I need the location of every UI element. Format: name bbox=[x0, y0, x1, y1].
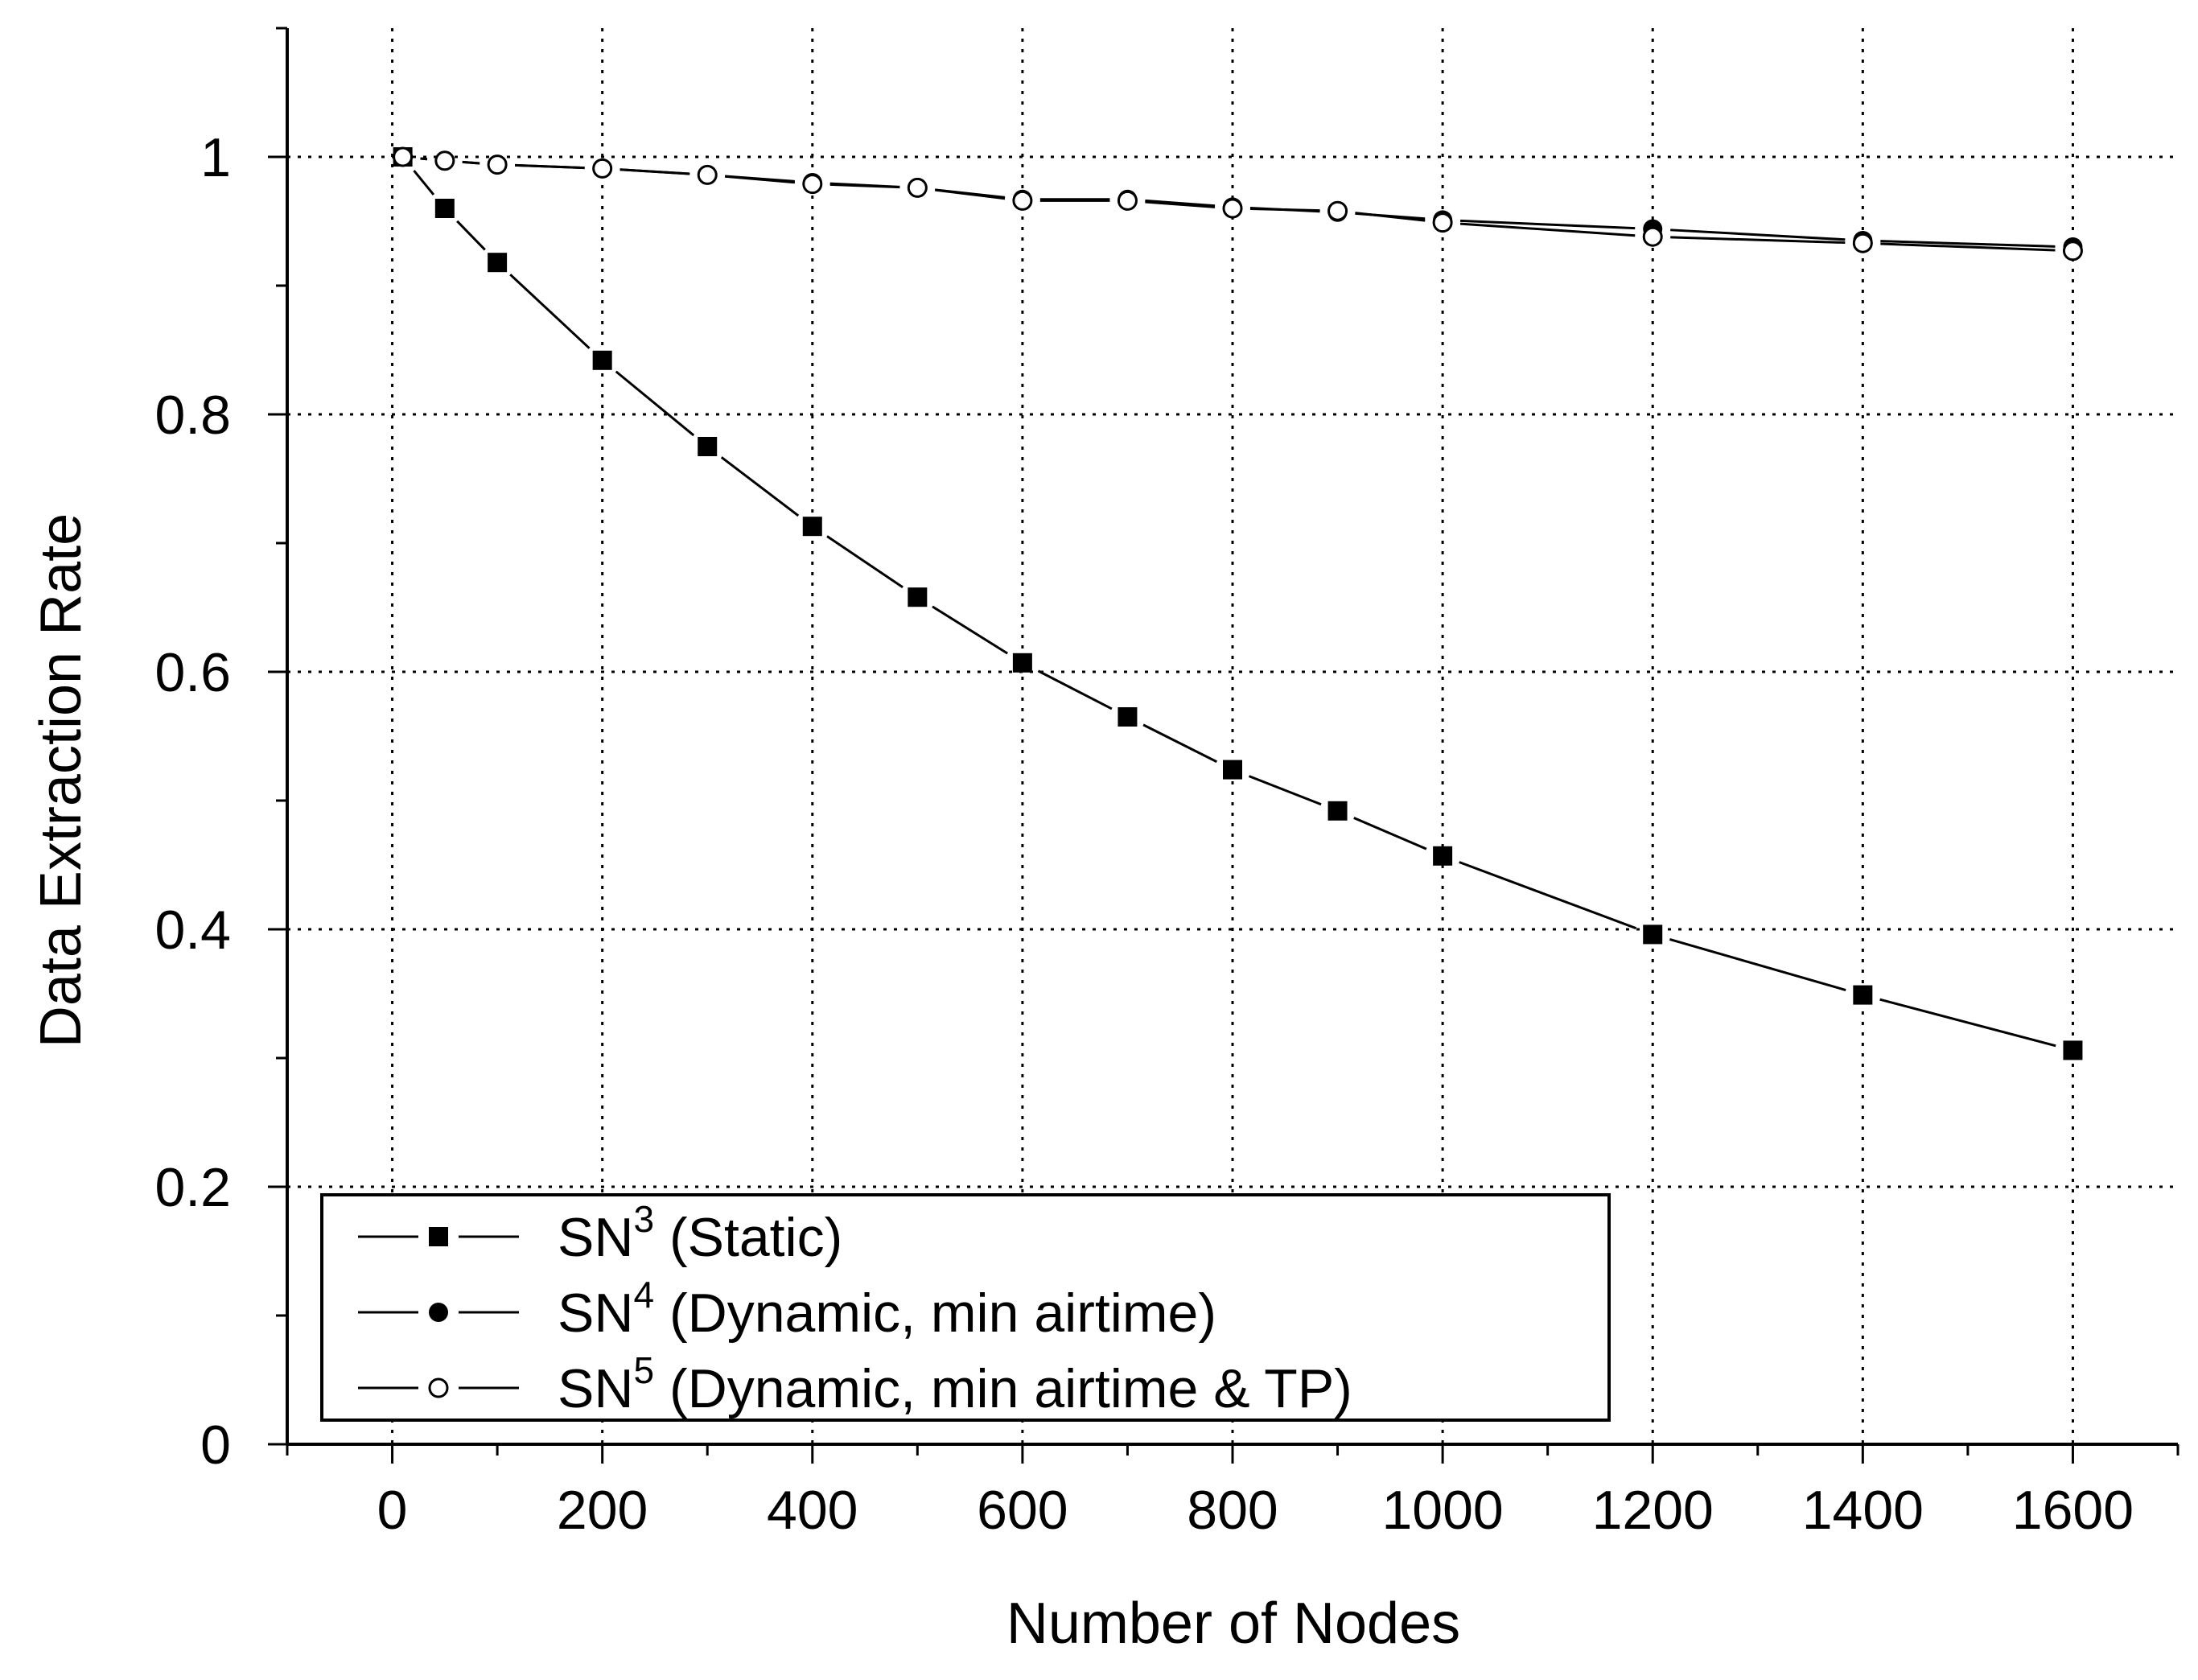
series-line-segment bbox=[725, 175, 795, 184]
y-tick-label: 0.4 bbox=[154, 900, 231, 961]
series-line-segment bbox=[1669, 938, 1846, 991]
series-line-segment bbox=[1037, 669, 1113, 710]
legend-marker bbox=[429, 1227, 448, 1246]
legend-marker bbox=[428, 1377, 449, 1398]
series-line-segment bbox=[456, 220, 486, 251]
x-tick-label: 1000 bbox=[1381, 1480, 1503, 1541]
data-point bbox=[1222, 198, 1243, 219]
series-line-segment bbox=[1880, 242, 2056, 252]
data-point bbox=[592, 158, 613, 179]
data-point bbox=[434, 199, 455, 218]
series-line-segment bbox=[1670, 236, 1846, 245]
axes bbox=[268, 27, 2179, 1464]
x-tick-label: 400 bbox=[767, 1480, 858, 1541]
series-1 bbox=[393, 147, 2083, 1060]
series-line-segment bbox=[932, 605, 1009, 655]
data-point bbox=[1643, 924, 1663, 945]
series-line-segment bbox=[515, 163, 585, 170]
series-line-segment bbox=[619, 168, 690, 175]
data-point bbox=[802, 174, 823, 195]
data-point bbox=[1117, 190, 1138, 211]
legend: SN3 (Static)SN4 (Dynamic, min airtime)SN… bbox=[320, 1193, 1611, 1422]
legend-label: SN5 (Dynamic, min airtime & TP) bbox=[558, 1349, 1352, 1419]
x-tick-label: 1400 bbox=[1802, 1480, 1924, 1541]
series-line-segment bbox=[1145, 199, 1216, 208]
data-point bbox=[1852, 233, 1873, 253]
data-point bbox=[1642, 226, 1663, 247]
series-line-segment bbox=[1879, 998, 2056, 1048]
series-line-segment bbox=[1249, 208, 1320, 212]
data-point bbox=[802, 517, 822, 537]
series-line-segment bbox=[1460, 219, 1636, 230]
legend-item-2: SN4 (Dynamic, min airtime) bbox=[358, 1274, 1216, 1344]
data-point bbox=[1012, 653, 1032, 673]
x-tick-label: 200 bbox=[557, 1480, 648, 1541]
data-point bbox=[487, 154, 508, 175]
legend-item-1: SN3 (Static) bbox=[358, 1198, 842, 1268]
data-point bbox=[2062, 241, 2083, 261]
series-line-segment bbox=[934, 188, 1006, 200]
series-line-segment bbox=[1459, 222, 1636, 237]
data-point bbox=[907, 177, 928, 198]
series-line-segment bbox=[1145, 200, 1216, 208]
data-point bbox=[393, 146, 414, 167]
data-point bbox=[1433, 846, 1453, 866]
data-point bbox=[1853, 985, 1873, 1005]
data-point bbox=[1012, 190, 1033, 211]
series-line-segment bbox=[1353, 817, 1427, 850]
tick-labels: 0 200 400 600 800 1000 1200 1400 1600 0 0.2 0.4 0.6 0… bbox=[154, 127, 2134, 1541]
series-line-segment bbox=[1880, 240, 2056, 248]
series-line-segment bbox=[615, 370, 695, 437]
legend-box bbox=[320, 1193, 1611, 1422]
legend-item-3: SN5 (Dynamic, min airtime & TP) bbox=[358, 1349, 1352, 1419]
legend-label: SN4 (Dynamic, min airtime) bbox=[558, 1274, 1216, 1344]
series-line-segment bbox=[462, 160, 480, 165]
data-point bbox=[1223, 760, 1242, 780]
x-tick-label: 1600 bbox=[2012, 1480, 2134, 1541]
data-point bbox=[1327, 801, 1348, 821]
series-line-segment bbox=[509, 274, 591, 349]
series-line-segment bbox=[1248, 775, 1322, 806]
series-line-segment bbox=[829, 183, 900, 189]
data-point bbox=[592, 350, 612, 370]
y-tick-label: 0 bbox=[200, 1414, 231, 1476]
series-line-segment bbox=[1355, 212, 1426, 222]
series-3 bbox=[393, 146, 2083, 261]
legend-marker bbox=[429, 1303, 448, 1322]
series-line-segment bbox=[1142, 723, 1218, 764]
y-axis-label: Data Extraction Rate bbox=[29, 513, 93, 1048]
data-point bbox=[1327, 200, 1348, 221]
series-line-segment bbox=[1670, 229, 1846, 241]
y-tick-label: 1 bbox=[200, 127, 231, 188]
grid-lines bbox=[287, 28, 2178, 1444]
data-point bbox=[434, 150, 455, 171]
x-tick-label: 1200 bbox=[1592, 1480, 1714, 1541]
data-point bbox=[908, 587, 928, 607]
x-axis-label: Number of Nodes bbox=[1006, 1591, 1460, 1656]
series-line-segment bbox=[1459, 861, 1637, 930]
series-line-segment bbox=[720, 456, 800, 517]
y-tick-label: 0.2 bbox=[154, 1157, 231, 1218]
x-tick-label: 800 bbox=[1187, 1480, 1278, 1541]
data-point bbox=[2063, 1040, 2083, 1060]
series-layer bbox=[393, 146, 2083, 1060]
y-tick-label: 0.6 bbox=[154, 642, 231, 703]
x-tick-label: 600 bbox=[977, 1480, 1068, 1541]
data-point bbox=[1432, 212, 1453, 233]
series-line-segment bbox=[826, 535, 903, 589]
legend-label: SN3 (Static) bbox=[558, 1198, 842, 1268]
data-point bbox=[697, 164, 718, 185]
data-point bbox=[698, 437, 718, 456]
data-point bbox=[488, 253, 508, 273]
series-line-segment bbox=[413, 170, 435, 196]
x-tick-label: 0 bbox=[377, 1480, 408, 1541]
y-tick-label: 0.8 bbox=[154, 385, 231, 446]
data-point bbox=[1118, 707, 1138, 727]
